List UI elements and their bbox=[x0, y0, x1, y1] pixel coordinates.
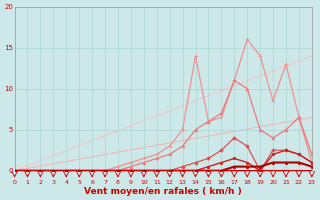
X-axis label: Vent moyen/en rafales ( km/h ): Vent moyen/en rafales ( km/h ) bbox=[84, 187, 242, 196]
